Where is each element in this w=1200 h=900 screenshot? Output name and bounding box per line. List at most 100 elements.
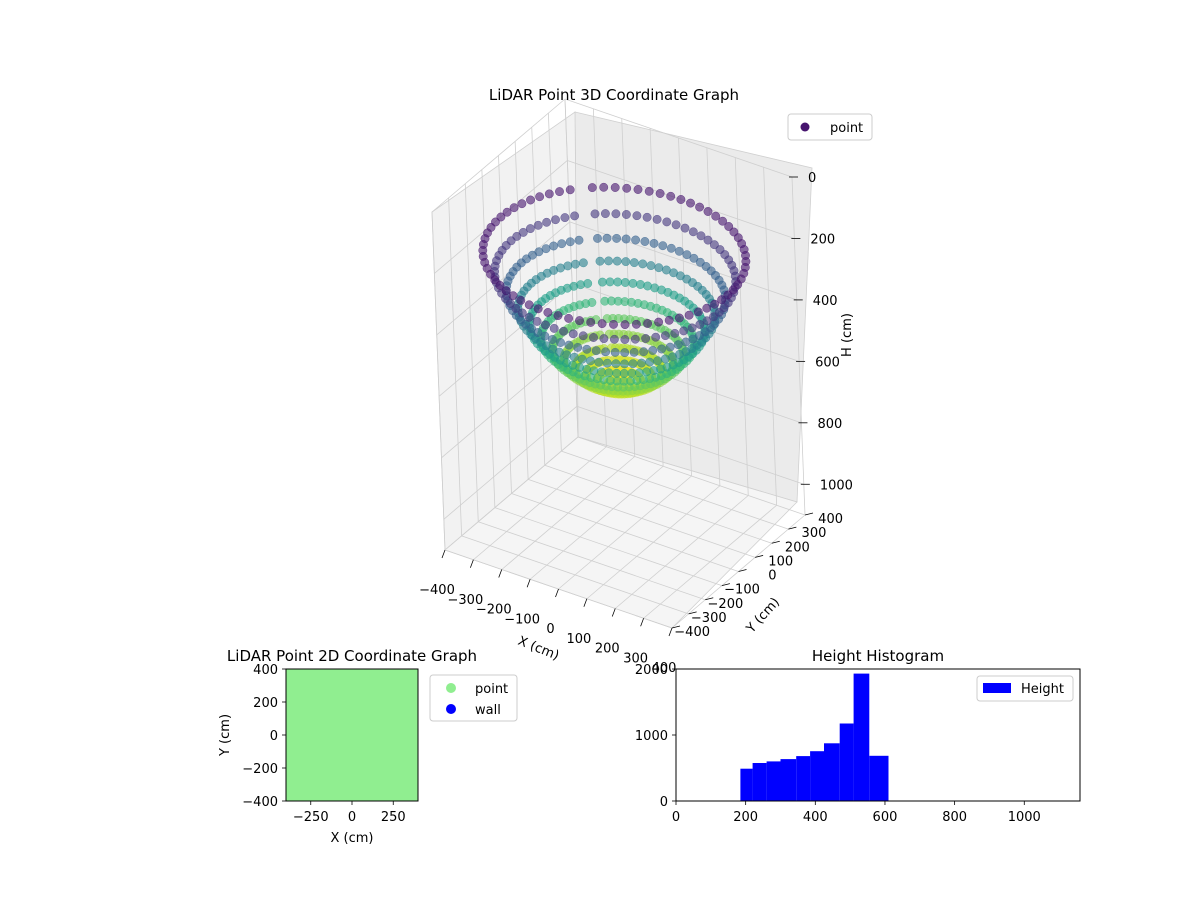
- 3d-points: [478, 182, 751, 399]
- x-tick-label: −400: [419, 583, 455, 598]
- x-tick-label: 400: [803, 810, 828, 825]
- point-marker: [645, 357, 655, 367]
- point-marker: [629, 258, 639, 268]
- point-marker: [640, 237, 650, 246]
- point-marker: [687, 323, 697, 333]
- point-marker: [611, 209, 621, 219]
- point-marker: [612, 233, 622, 243]
- point-marker: [590, 209, 600, 219]
- point-marker: [565, 237, 575, 247]
- 3d-grid: [431, 98, 806, 629]
- point-marker: [723, 290, 733, 300]
- gridline: [734, 157, 749, 496]
- point-marker: [574, 235, 584, 245]
- histogram-bar: [853, 673, 870, 801]
- point-marker: [632, 211, 642, 221]
- point-marker: [684, 310, 694, 320]
- histogram-bar: [810, 751, 824, 801]
- point-marker: [532, 316, 542, 326]
- point-marker: [533, 304, 543, 314]
- point-marker: [597, 277, 607, 287]
- point-marker: [612, 256, 622, 266]
- point-marker: [596, 367, 606, 377]
- z-tick-label: 0: [808, 171, 816, 186]
- point-marker: [602, 358, 612, 368]
- y-tick-label: −200: [708, 597, 744, 612]
- x-tick-label: 250: [381, 810, 406, 825]
- legend-marker-point: [446, 683, 456, 693]
- point-marker: [597, 319, 607, 329]
- point-marker: [542, 217, 552, 227]
- legend-frame: [976, 675, 1074, 702]
- tick-mark: [470, 559, 474, 568]
- tick-mark: [441, 549, 446, 559]
- point-marker: [543, 308, 553, 317]
- tick-mark: [498, 569, 503, 578]
- point-marker: [693, 307, 703, 317]
- gridline: [464, 183, 479, 522]
- point-marker: [620, 335, 630, 344]
- gridline: [564, 98, 793, 178]
- 3d-y-axis-label: Y (cm): [743, 595, 783, 637]
- point-marker: [673, 340, 683, 350]
- tick-mark: [721, 583, 730, 587]
- y-tick-label: 0: [270, 729, 278, 744]
- x-tick-label: 0: [546, 622, 554, 637]
- legend-label-point: point: [475, 682, 508, 697]
- x-tick-label: 100: [566, 632, 591, 647]
- tick-mark: [804, 512, 814, 516]
- gridline: [461, 535, 689, 615]
- point-marker: [612, 368, 622, 378]
- point-marker: [517, 199, 527, 209]
- point-marker: [527, 324, 536, 333]
- chart-histogram: Height Histogram 0 200 400 600 800 1000 0 1000 2…: [635, 647, 1081, 825]
- point-marker: [695, 320, 705, 329]
- point-marker: [660, 354, 670, 364]
- x-tick-label: −100: [504, 612, 540, 627]
- point-marker: [524, 312, 534, 322]
- chart-2d-legend: point wall: [429, 674, 518, 722]
- point-marker: [575, 316, 584, 326]
- point-marker: [609, 334, 619, 344]
- histogram-bar: [796, 756, 811, 801]
- point-marker: [508, 291, 518, 301]
- point-marker: [564, 313, 574, 323]
- point-marker: [620, 359, 629, 369]
- point-marker: [666, 243, 676, 253]
- point-marker: [679, 326, 689, 336]
- point-marker: [578, 331, 588, 341]
- point-marker: [573, 342, 583, 352]
- x-tick-label: 300: [623, 651, 648, 666]
- point-marker: [664, 315, 674, 325]
- point-marker: [709, 240, 719, 250]
- point-marker: [621, 234, 631, 244]
- point-marker: [621, 257, 631, 267]
- chart-2d: LiDAR Point 2D Coordinate Graph −250 0 250…: [218, 647, 518, 846]
- 2d-x-axis-label: X (cm): [331, 831, 374, 846]
- point-marker: [654, 263, 664, 273]
- point-marker: [535, 192, 545, 202]
- histogram-bar: [766, 761, 781, 801]
- point-marker: [600, 209, 610, 219]
- point-marker: [551, 215, 560, 225]
- point-marker: [696, 231, 706, 241]
- point-marker: [644, 186, 654, 196]
- point-marker: [553, 311, 563, 321]
- point-marker: [709, 312, 718, 322]
- y-tick-label: −400: [242, 795, 278, 810]
- y-tick-label: 100: [768, 554, 793, 569]
- x-tick-label: 200: [595, 642, 620, 657]
- point-marker: [628, 359, 638, 369]
- chart-2d-title: LiDAR Point 2D Coordinate Graph: [227, 647, 477, 665]
- x-tick-label: −250: [293, 810, 329, 825]
- histogram-bar: [839, 723, 854, 801]
- point-marker: [609, 319, 618, 329]
- x-tick-label: 200: [733, 810, 758, 825]
- point-marker: [589, 333, 598, 342]
- point-marker: [620, 278, 630, 287]
- gridline: [494, 507, 723, 587]
- 3d-x-axis-label: X (cm): [516, 634, 561, 664]
- point-marker: [651, 332, 661, 342]
- gridline: [621, 118, 636, 457]
